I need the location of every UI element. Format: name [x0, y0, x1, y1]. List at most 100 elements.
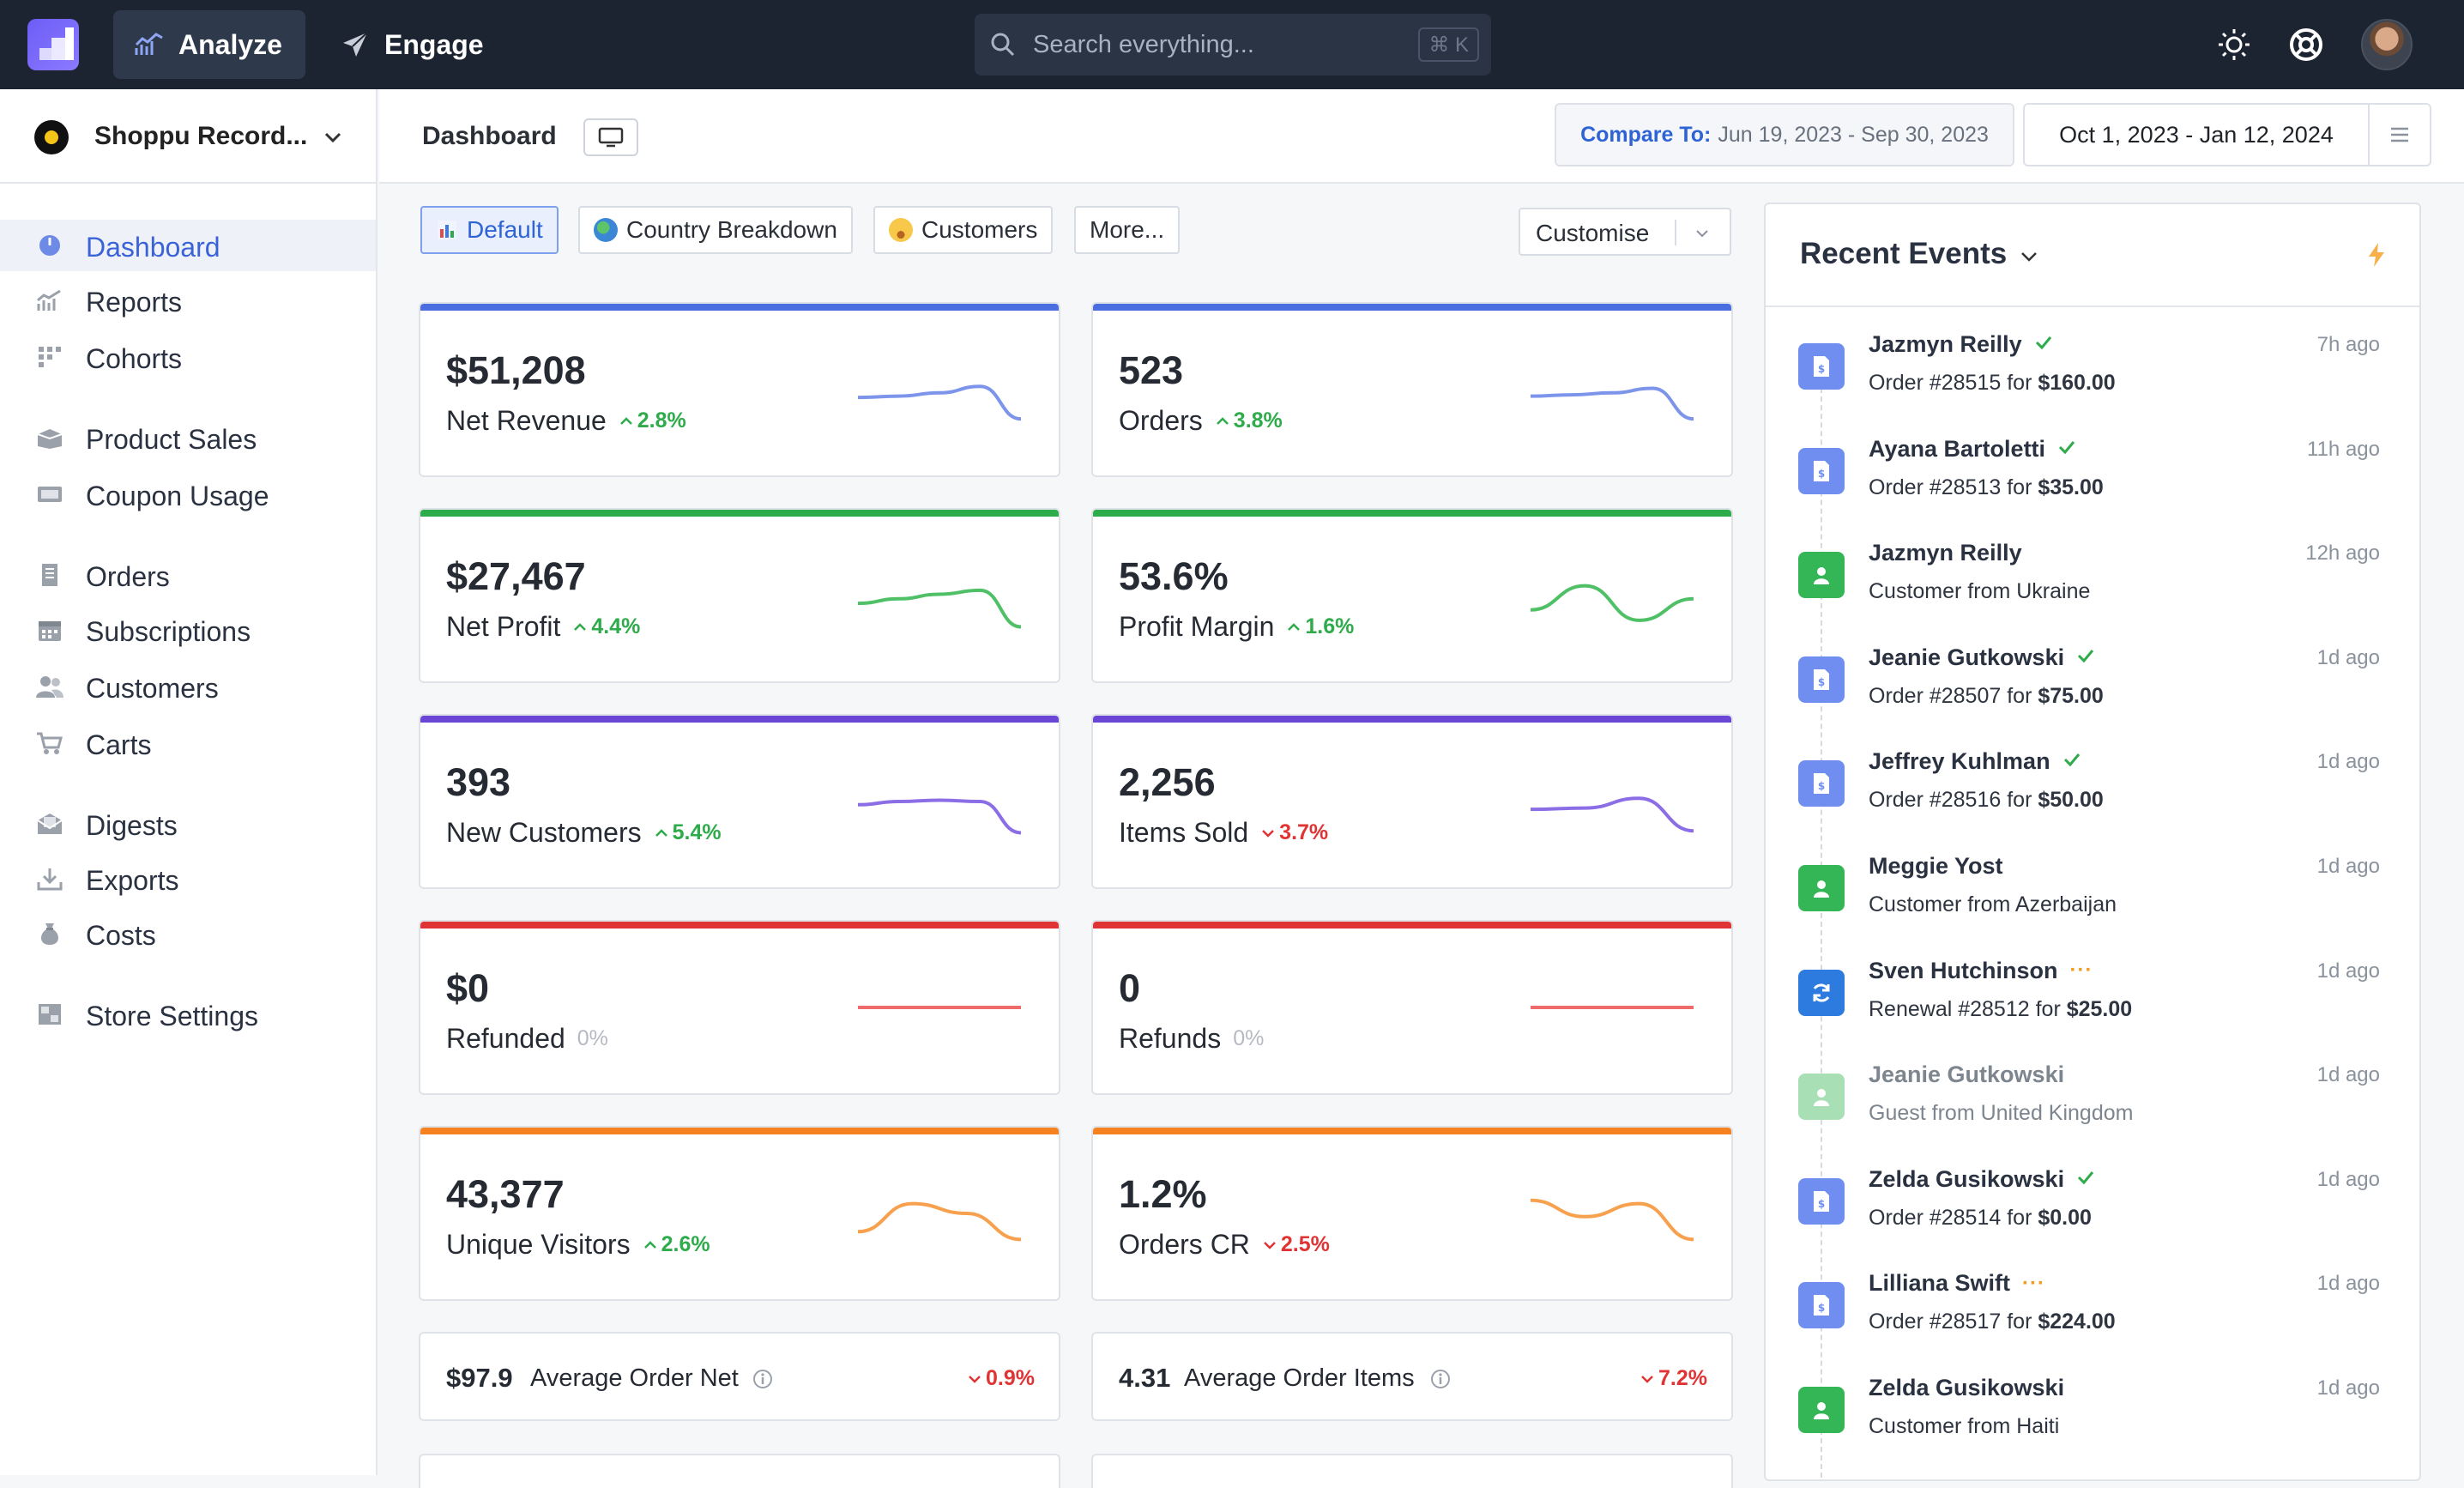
- event-time: 1d ago: [2316, 959, 2380, 983]
- event-description: Order #28507 for $75.00: [1869, 683, 2104, 708]
- metric-value: 1.2%: [1119, 1172, 1207, 1216]
- sun-icon[interactable]: [2215, 26, 2253, 64]
- sidebar-item-exports[interactable]: Exports: [0, 853, 376, 904]
- money-bag-icon: [41, 923, 58, 945]
- view-tab-more[interactable]: More...: [1074, 206, 1181, 254]
- chevron-down-icon: [1641, 1375, 1653, 1383]
- metric-label-row: Net Revenue 2.8%: [446, 405, 686, 437]
- event-item[interactable]: $ Jeanie Gutkowski Order #28507 for $75.00…: [1766, 631, 2419, 735]
- metric-card-orders[interactable]: 523 Orders 3.8%: [1091, 302, 1733, 477]
- nav-tab-engage[interactable]: Engage: [319, 10, 504, 79]
- event-name: Jeffrey Kuhlman: [1869, 748, 2050, 775]
- event-item[interactable]: Sven Hutchinson ··· Renewal #28512 for $25…: [1766, 944, 2419, 1049]
- event-time: 1d ago: [2316, 1376, 2380, 1400]
- store-selector[interactable]: Shoppu Record...: [0, 89, 377, 184]
- metric-change: 5.4%: [654, 820, 722, 845]
- metric-label: Refunded: [446, 1023, 565, 1054]
- sidebar-item-carts[interactable]: Carts: [0, 717, 376, 769]
- metric-average-order-net[interactable]: $97.9 Average Order Net 0.9%: [419, 1332, 1060, 1421]
- event-item[interactable]: Meggie Yost Customer from Azerbaijan 1d ag…: [1766, 839, 2419, 944]
- recent-events-header: Recent Events: [1766, 204, 2419, 307]
- sidebar-item-coupon-usage[interactable]: Coupon Usage: [0, 469, 376, 520]
- page-header: Dashboard Compare To: Jun 19, 2023 - Sep…: [379, 89, 2464, 184]
- metric-label: New Customers: [446, 817, 642, 848]
- sparkline-series: [1531, 584, 1694, 622]
- sparkline-chart: [858, 384, 1021, 421]
- chevron-down-icon: [1696, 230, 1708, 238]
- sparkline-series: [858, 384, 1021, 421]
- compare-range-button[interactable]: Compare To: Jun 19, 2023 - Sep 30, 2023: [1555, 103, 2014, 166]
- event-description: Guest from United Kingdom: [1869, 1101, 2134, 1126]
- sidebar-item-orders[interactable]: Orders: [0, 549, 376, 601]
- sparkline-series: [858, 798, 1021, 835]
- box-icon: [37, 429, 63, 449]
- metric-value: $0: [446, 966, 490, 1010]
- metric-card-net-revenue[interactable]: $51,208 Net Revenue 2.8%: [419, 302, 1060, 477]
- metric-card-unique-visitors[interactable]: 43,377 Unique Visitors 2.6%: [419, 1126, 1060, 1301]
- sidebar-item-cohorts[interactable]: Cohorts: [0, 331, 376, 383]
- search-input[interactable]: Search everything... ⌘ K: [975, 14, 1491, 76]
- sidebar-item-costs[interactable]: Costs: [0, 908, 376, 959]
- event-item[interactable]: $ Jeffrey Kuhlman Order #28516 for $50.00 1…: [1766, 735, 2419, 839]
- view-tab-country-breakdown[interactable]: Country Breakdown: [578, 206, 853, 254]
- event-name: Jazmyn Reilly: [1869, 540, 2022, 566]
- event-time: 1d ago: [2316, 750, 2380, 774]
- event-name-row: Jeanie Gutkowski: [1869, 1062, 2064, 1088]
- sidebar-item-store-settings[interactable]: Store Settings: [0, 989, 376, 1040]
- metric-card-orders-cr[interactable]: 1.2% Orders CR 2.5%: [1091, 1126, 1733, 1301]
- event-time: 1d ago: [2316, 1272, 2380, 1296]
- sparkline-chart: [1531, 1198, 1694, 1242]
- event-item[interactable]: $ Lilliana Swift ··· Order #28517 for $224.…: [1766, 1256, 2419, 1361]
- event-item[interactable]: $ Jazmyn Reilly Order #28515 for $160.00 7h…: [1766, 318, 2419, 422]
- event-item[interactable]: Jazmyn Reilly Customer from Ukraine 12h ag…: [1766, 526, 2419, 631]
- invoice-icon: $: [1798, 447, 1845, 494]
- view-tab-customers[interactable]: Customers: [873, 206, 1054, 254]
- sparkline-chart: [1531, 386, 1694, 421]
- sidebar-item-reports[interactable]: Reports: [0, 275, 376, 326]
- info-icon[interactable]: [1429, 1368, 1452, 1390]
- event-item[interactable]: $ Zelda Gusikowski Order #28514 for $0.00 1…: [1766, 1152, 2419, 1257]
- chevron-up-icon: [1216, 416, 1229, 425]
- date-range-picker[interactable]: Oct 1, 2023 - Jan 12, 2024: [2023, 103, 2370, 166]
- metric-card-partial: [1091, 1454, 1733, 1488]
- metric-card-net-profit[interactable]: $27,467 Net Profit 4.4%: [419, 508, 1060, 683]
- metric-change: 3.8%: [1215, 408, 1283, 433]
- view-tab-label: Country Breakdown: [626, 216, 837, 243]
- sidebar-item-digests[interactable]: Digests: [0, 798, 376, 850]
- event-time: 1d ago: [2316, 1063, 2380, 1087]
- metric-card-refunds[interactable]: 0 Refunds 0%: [1091, 920, 1733, 1095]
- person-icon: [1798, 1074, 1845, 1121]
- event-item[interactable]: Zelda Gusikowski Customer from Haiti 1d ag…: [1766, 1361, 2419, 1466]
- metric-card-profit-margin[interactable]: 53.6% Profit Margin 1.6%: [1091, 508, 1733, 683]
- sidebar-item-dashboard[interactable]: Dashboard: [0, 220, 376, 271]
- metric-average-order-items[interactable]: 4.31 Average Order Items 7.2%: [1091, 1332, 1733, 1421]
- event-description: Order #28514 for $0.00: [1869, 1205, 2092, 1230]
- lifebuoy-icon[interactable]: [2287, 26, 2325, 64]
- customise-dropdown[interactable]: Customise: [1519, 208, 1731, 256]
- event-time: 1d ago: [2316, 645, 2380, 669]
- metric-card-new-customers[interactable]: 393 New Customers 5.4%: [419, 714, 1060, 889]
- reports-chart-icon: [37, 289, 61, 311]
- display-mode-button[interactable]: [583, 118, 638, 156]
- sidebar-item-customers[interactable]: Customers: [0, 661, 376, 712]
- info-icon[interactable]: [752, 1368, 774, 1390]
- event-name: Jazmyn Reilly: [1869, 331, 2022, 357]
- lightning-icon[interactable]: [2366, 242, 2387, 268]
- metric-label-row: Refunded 0%: [446, 1023, 608, 1055]
- sidebar-item-subscriptions[interactable]: Subscriptions: [0, 604, 376, 656]
- event-name-row: Jeffrey Kuhlman: [1869, 748, 2081, 775]
- chevron-down-icon[interactable]: [2018, 245, 2040, 268]
- nav-tab-analyze[interactable]: Analyze: [113, 10, 305, 79]
- app-logo[interactable]: [27, 19, 79, 70]
- view-tab-default[interactable]: Default: [420, 206, 559, 254]
- event-item[interactable]: $ Ayana Bartoletti Order #28513 for $35.00…: [1766, 422, 2419, 527]
- chevron-down-icon: [1264, 1241, 1276, 1249]
- metric-card-items-sold[interactable]: 2,256 Items Sold 3.7%: [1091, 714, 1733, 889]
- metric-card-refunded[interactable]: $0 Refunded 0%: [419, 920, 1060, 1095]
- menu-button[interactable]: [2368, 103, 2431, 166]
- event-item[interactable]: Jeanie Gutkowski Guest from United Kingdo…: [1766, 1048, 2419, 1152]
- svg-text:$: $: [1818, 780, 1825, 792]
- svg-text:$: $: [1818, 676, 1825, 688]
- sidebar-item-product-sales[interactable]: Product Sales: [0, 412, 376, 463]
- user-avatar[interactable]: [2361, 19, 2413, 70]
